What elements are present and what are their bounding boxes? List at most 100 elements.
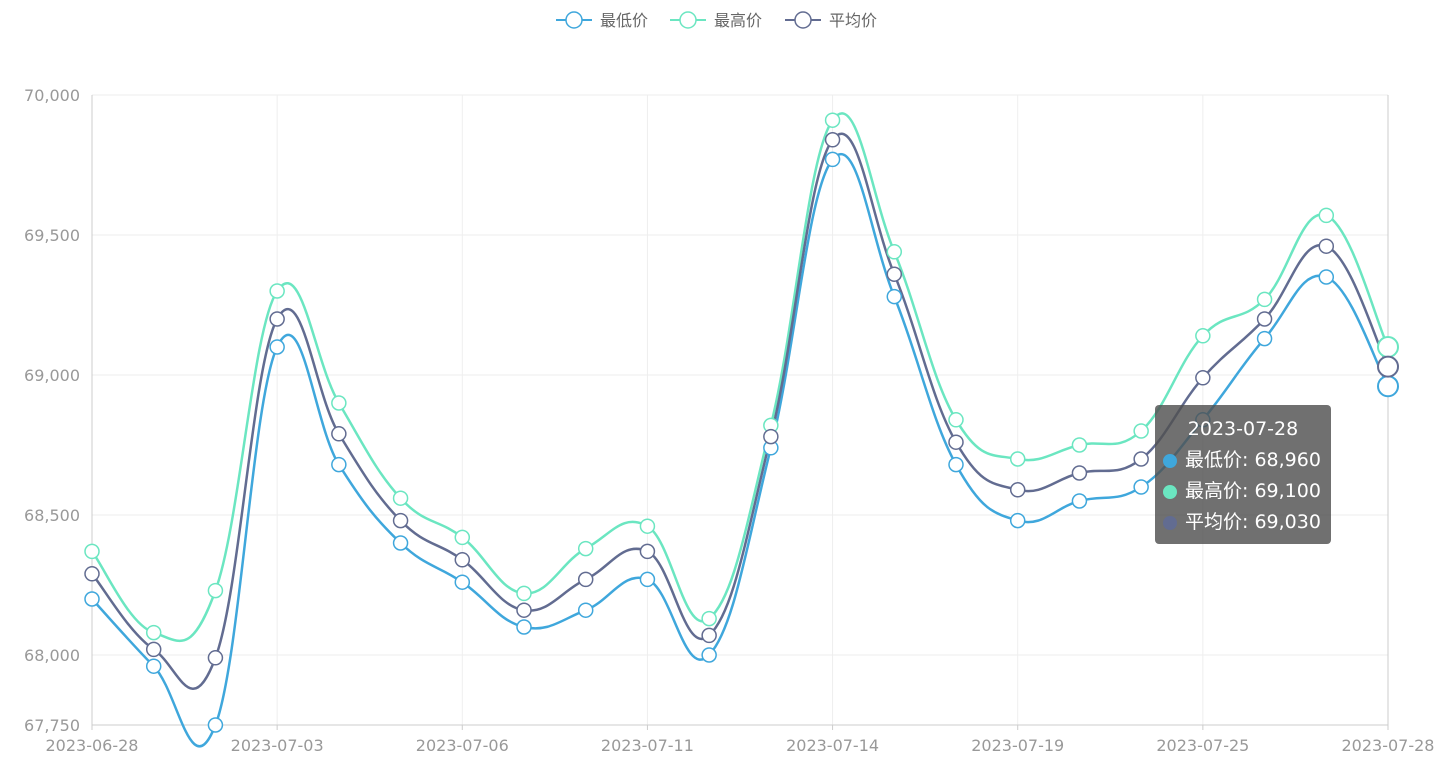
data-point-low[interactable] (701, 647, 717, 663)
data-point-avg[interactable] (701, 627, 717, 644)
data-point-low[interactable] (1071, 493, 1088, 509)
data-point-low[interactable] (577, 602, 594, 618)
data-point-low[interactable] (948, 456, 964, 473)
data-point-high[interactable] (454, 529, 471, 546)
x-tick-label: 2023-07-14 (786, 736, 879, 755)
data-point-high[interactable] (269, 283, 285, 299)
x-tick-label: 2023-07-25 (1156, 736, 1249, 755)
data-point-avg[interactable] (1377, 355, 1399, 378)
data-point-avg[interactable] (84, 566, 100, 582)
data-point-avg[interactable] (948, 434, 964, 450)
y-tick-label: 67,750 (24, 716, 80, 735)
legend-marker (679, 11, 697, 29)
tooltip-row-avg: 平均价: 69,030 (1163, 507, 1323, 538)
data-point-avg[interactable] (1318, 238, 1335, 254)
legend-item-avg[interactable]: 平均价 (785, 11, 877, 30)
data-point-low[interactable] (1318, 269, 1335, 285)
legend-marker (794, 11, 812, 29)
data-point-avg[interactable] (454, 552, 471, 568)
y-tick-label: 68,000 (24, 646, 80, 665)
data-point-high[interactable] (392, 490, 409, 506)
data-point-low[interactable] (454, 574, 471, 590)
y-tick-label: 69,500 (24, 226, 80, 245)
data-point-avg[interactable] (1071, 465, 1088, 481)
data-points[interactable] (84, 112, 1399, 733)
data-point-avg[interactable] (639, 543, 656, 560)
tooltip-title: 2023-07-28 (1187, 418, 1299, 440)
data-point-high[interactable] (577, 540, 594, 557)
data-point-high[interactable] (516, 585, 532, 602)
y-tick-label: 69,000 (24, 366, 80, 385)
data-point-high[interactable] (886, 244, 903, 260)
data-point-avg[interactable] (824, 132, 841, 148)
data-point-high[interactable] (1133, 423, 1149, 439)
data-point-avg[interactable] (886, 266, 903, 282)
data-point-avg[interactable] (577, 571, 594, 588)
tooltip-label-low: 最低价: 68,960 (1185, 449, 1321, 471)
tooltip-dot-avg (1163, 515, 1177, 530)
legend[interactable]: 最低价 最高价 平均价 (556, 11, 877, 30)
axes: 67,750 68,000 68,500 69,000 69,500 70,000 2023… (24, 86, 1434, 755)
data-point-high[interactable] (948, 412, 964, 428)
data-point-avg[interactable] (1133, 451, 1149, 467)
data-point-low[interactable] (1133, 479, 1149, 495)
data-point-avg[interactable] (331, 426, 347, 442)
x-tick-label: 2023-07-03 (231, 736, 324, 755)
data-point-high[interactable] (1318, 207, 1335, 224)
legend-item-high[interactable]: 最高价 (670, 11, 762, 30)
data-point-low[interactable] (269, 339, 285, 355)
data-point-low[interactable] (886, 288, 903, 305)
data-point-low[interactable] (84, 591, 100, 607)
data-point-low[interactable] (1256, 330, 1273, 347)
data-point-avg[interactable] (1009, 482, 1026, 498)
series-line-high (91, 112, 1390, 642)
tooltip-label-avg: 平均价: 69,030 (1185, 511, 1321, 533)
data-point-high[interactable] (1256, 291, 1273, 308)
data-point-avg[interactable] (207, 650, 224, 666)
data-point-high[interactable] (1009, 451, 1026, 467)
data-point-avg[interactable] (392, 512, 409, 529)
tooltip-row-low: 最低价: 68,960 (1163, 445, 1323, 476)
data-point-high[interactable] (331, 395, 347, 411)
tooltip-dot-low (1163, 453, 1177, 468)
data-point-high[interactable] (824, 112, 841, 128)
tooltip-dot-high (1163, 484, 1177, 499)
data-point-low[interactable] (1009, 512, 1026, 529)
data-point-high[interactable] (1377, 336, 1399, 358)
data-point-high[interactable] (145, 624, 162, 641)
x-tick-label: 2023-07-19 (971, 736, 1064, 755)
data-point-avg[interactable] (1195, 370, 1211, 386)
data-point-low[interactable] (331, 456, 347, 473)
x-tick-label: 2023-07-06 (416, 736, 509, 755)
data-point-low[interactable] (207, 717, 224, 733)
data-point-avg[interactable] (1256, 311, 1273, 327)
y-tick-label: 70,000 (24, 86, 80, 105)
data-point-high[interactable] (639, 518, 656, 534)
data-point-low[interactable] (145, 658, 162, 674)
x-tick-label: 2023-06-28 (46, 736, 139, 755)
data-point-low[interactable] (516, 619, 532, 635)
data-point-avg[interactable] (269, 311, 285, 327)
x-tick-label: 2023-07-11 (601, 736, 694, 755)
data-point-avg[interactable] (763, 428, 779, 445)
data-point-high[interactable] (701, 610, 717, 627)
x-tick-label: 2023-07-28 (1342, 736, 1435, 755)
data-point-low[interactable] (1377, 375, 1399, 398)
data-point-avg[interactable] (145, 641, 162, 658)
legend-label: 平均价 (829, 11, 877, 30)
data-point-high[interactable] (1195, 328, 1211, 344)
data-point-high[interactable] (84, 543, 100, 560)
data-point-avg[interactable] (516, 602, 532, 618)
data-point-low[interactable] (639, 571, 656, 588)
y-tick-label: 68,500 (24, 506, 80, 525)
data-point-low[interactable] (824, 151, 841, 168)
data-point-low[interactable] (392, 535, 409, 551)
legend-item-low[interactable]: 最低价 (556, 11, 648, 30)
legend-marker (565, 11, 583, 29)
data-point-high[interactable] (207, 582, 224, 599)
tooltip: 2023-07-28 最低价: 68,960 最高价: 69,100 平均价: … (1155, 405, 1331, 544)
data-point-high[interactable] (1071, 437, 1088, 453)
legend-label: 最高价 (714, 11, 762, 30)
